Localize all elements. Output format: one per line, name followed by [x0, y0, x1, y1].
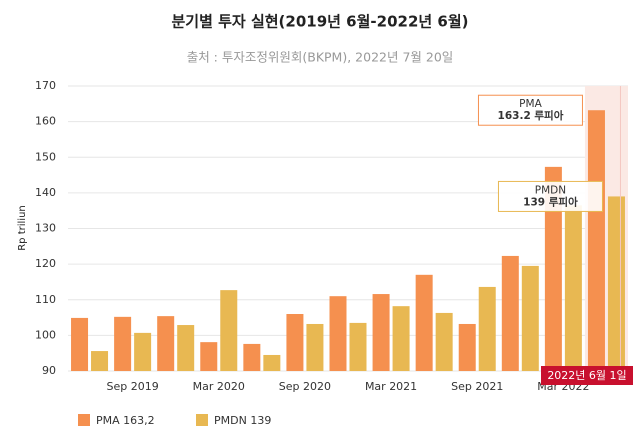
y-tick-label: 90	[42, 364, 56, 377]
tooltip-box	[497, 180, 603, 212]
hover-label-box	[541, 366, 633, 385]
chart-title: 분기별 투자 실현(2019년 6월-2022년 6월)	[172, 13, 469, 31]
bar	[220, 290, 238, 371]
x-tick-label: Sep 2020	[279, 380, 331, 393]
tooltip-value: 139 루피아	[523, 195, 578, 208]
bar	[607, 196, 625, 371]
x-tick-label: Sep 2019	[106, 380, 158, 393]
bar	[177, 325, 195, 371]
bar	[114, 316, 132, 371]
tooltip-value: 163.2 루피아	[498, 109, 564, 122]
legend-label: PMA 163,2	[96, 414, 155, 427]
legend-swatch	[196, 414, 208, 426]
bar	[157, 316, 175, 371]
bar	[71, 317, 89, 371]
bar	[200, 342, 218, 371]
bar	[349, 322, 367, 371]
bar	[544, 166, 562, 371]
y-tick-label: 160	[35, 115, 56, 128]
y-tick-label: 120	[35, 257, 56, 270]
bar	[501, 255, 519, 371]
x-tick-label: Sep 2021	[451, 380, 503, 393]
y-axis-label: Rp triliun	[17, 205, 28, 251]
x-tick-label: Mar 2021	[365, 380, 417, 393]
bar	[458, 323, 476, 371]
bar	[134, 332, 152, 371]
y-tick-label: 150	[35, 150, 56, 163]
bar	[415, 274, 433, 371]
tooltip-name: PMA	[519, 98, 542, 110]
tooltip-name: PMDN	[535, 184, 566, 196]
bar	[329, 296, 347, 371]
y-tick-label: 100	[35, 328, 56, 341]
bar	[478, 286, 496, 371]
y-tick-label: 170	[35, 79, 56, 92]
y-tick-label: 130	[35, 222, 56, 235]
y-tick-label: 140	[35, 186, 56, 199]
bar	[392, 306, 410, 371]
y-tick-label: 110	[35, 293, 56, 306]
bar	[435, 312, 453, 371]
bar	[306, 323, 324, 371]
bar	[286, 314, 304, 371]
legend-swatch	[78, 414, 90, 426]
hover-label: 2022년 6월 1일	[547, 368, 626, 382]
x-tick-label: Mar 2020	[193, 380, 245, 393]
legend-label: PMDN 139	[214, 414, 271, 427]
bar	[243, 343, 261, 371]
bar	[564, 205, 582, 371]
bar	[587, 110, 605, 371]
bar	[91, 351, 109, 371]
bar	[521, 265, 539, 371]
chart-subtitle: 출처 : 투자조정위원회(BKPM), 2022년 7월 20일	[187, 50, 454, 65]
bar	[372, 294, 390, 371]
tooltip-box	[477, 94, 583, 126]
bar	[263, 354, 281, 371]
